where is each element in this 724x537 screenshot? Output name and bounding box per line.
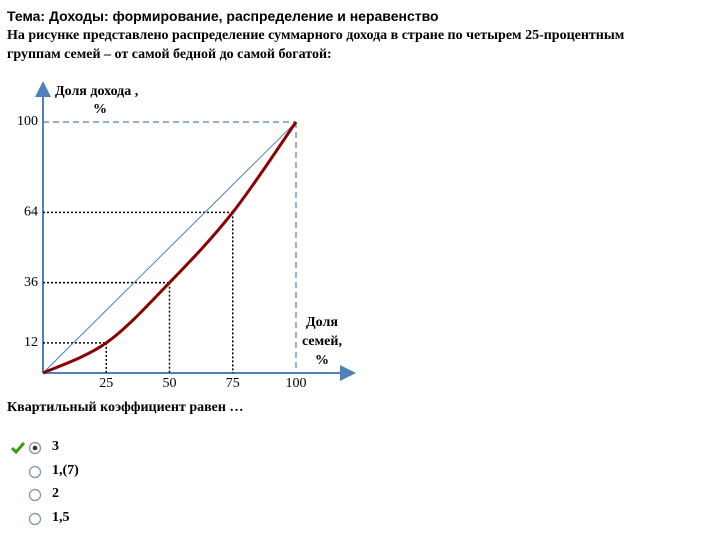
option[interactable]: 2 — [8, 485, 208, 505]
question-line: группам семей – от самой бедной до самой… — [7, 47, 332, 62]
check-mark — [10, 442, 26, 455]
x-axis-label: семей, — [302, 334, 342, 349]
radio-circle[interactable] — [28, 465, 42, 478]
option[interactable]: 1,(7) — [8, 462, 208, 482]
radio[interactable] — [8, 485, 58, 505]
radio[interactable] — [8, 438, 58, 458]
question-line: На рисунке представлено распределение су… — [7, 28, 625, 43]
option[interactable]: 1,5 — [8, 509, 208, 529]
option-label[interactable]: 1,5 — [52, 510, 70, 526]
option-label[interactable]: 1,(7) — [52, 462, 79, 478]
radio-circle[interactable] — [28, 489, 42, 502]
x-tick-label: 100 — [286, 376, 307, 391]
prompt: Квартильный коэффициент равен … — [7, 400, 244, 415]
option-label[interactable]: 2 — [52, 486, 59, 502]
y-tick-label: 12 — [24, 335, 38, 350]
radio[interactable] — [8, 509, 58, 529]
chart: Доля дохода , % Доля семей, % 12 36 64 100 2… — [17, 81, 356, 391]
radio[interactable] — [8, 462, 58, 482]
lorenz-curve — [42, 121, 298, 375]
y-axis-label: % — [93, 102, 107, 117]
option-label[interactable]: 3 — [52, 439, 59, 454]
y-axis-label: Доля дохода , — [55, 84, 138, 99]
radio-circle[interactable] — [28, 512, 42, 526]
radio-dot — [32, 445, 38, 451]
equality-line — [42, 121, 297, 374]
option[interactable]: 3 — [8, 438, 208, 458]
x-axis-label: % — [315, 353, 329, 368]
y-tick-label: 100 — [17, 114, 38, 129]
y-tick-label: 36 — [24, 275, 38, 290]
x-tick-label: 75 — [226, 376, 240, 391]
x-tick-label: 25 — [99, 376, 113, 391]
x-tick-label: 50 — [163, 376, 177, 391]
topic-title: Тема: Доходы: формирование, распределени… — [7, 8, 439, 24]
y-tick-label: 64 — [24, 205, 38, 220]
x-axis-label: Доля — [306, 315, 338, 330]
